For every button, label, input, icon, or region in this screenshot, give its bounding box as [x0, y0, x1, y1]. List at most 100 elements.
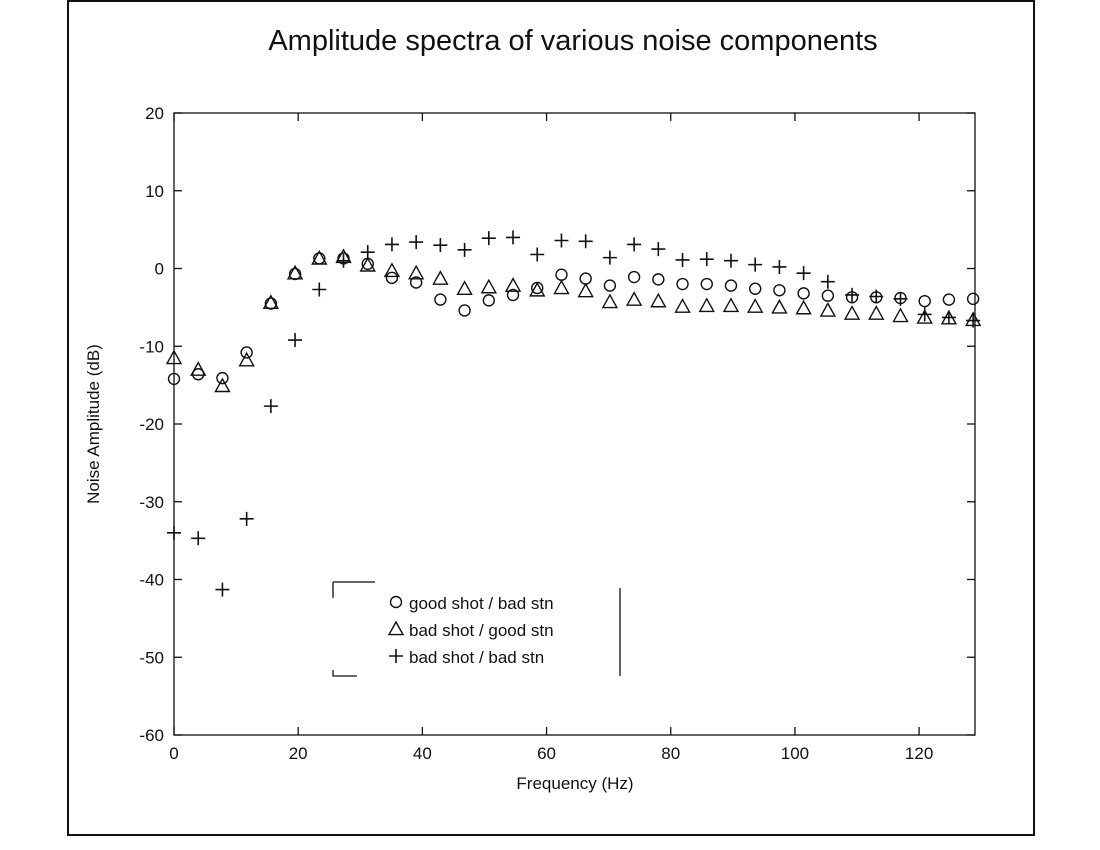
triangle-point	[698, 297, 715, 313]
circle-point	[385, 271, 399, 285]
x-tick-label: 80	[661, 744, 680, 763]
triangle-point	[674, 298, 691, 313]
y-tick-label: 0	[155, 260, 164, 279]
circle-point	[821, 289, 835, 302]
triangle-point	[843, 305, 861, 320]
plus-point	[602, 250, 617, 265]
legend-circle-icon	[389, 595, 403, 609]
plus-point	[263, 399, 278, 414]
plus-point	[384, 237, 399, 252]
plot-border	[173, 112, 976, 736]
circle-point	[676, 277, 689, 291]
circle-point	[579, 272, 592, 285]
plus-point	[457, 242, 472, 257]
plus-point	[772, 259, 787, 274]
plus-point	[893, 291, 908, 306]
x-tick-label: 120	[905, 744, 933, 763]
x-tick-label: 40	[413, 744, 432, 763]
plus-point	[699, 252, 714, 267]
triangle-point	[577, 282, 594, 298]
legend-plus-icon	[389, 649, 403, 663]
triangle-point	[311, 249, 328, 265]
triangle-point	[190, 361, 207, 376]
legend-label: bad shot / good stn	[409, 621, 554, 640]
legend-triangle-icon	[387, 620, 405, 636]
plus-point	[215, 582, 230, 597]
plus-point	[336, 253, 351, 268]
plus-point	[941, 310, 956, 325]
circle-point	[942, 293, 956, 306]
triangle-point	[359, 256, 376, 272]
triangle-point	[722, 297, 740, 313]
y-tick-label: -30	[139, 493, 164, 512]
legend: good shot / bad stn bad shot / good stn ba…	[332, 581, 621, 677]
y-tick-label: -20	[139, 415, 164, 434]
series-triangle	[165, 248, 982, 393]
circle-point	[216, 371, 229, 385]
plus-point	[167, 525, 181, 540]
triangle-point	[262, 294, 280, 310]
triangle-point	[504, 277, 522, 292]
triangle-point	[819, 302, 837, 317]
circle-point	[192, 368, 205, 381]
triangle-point	[795, 299, 812, 315]
y-tick-label: 20	[145, 104, 164, 123]
triangle-point	[868, 305, 885, 320]
circle-point	[434, 293, 447, 306]
x-tick-label: 20	[289, 744, 308, 763]
triangle-point	[650, 292, 667, 308]
plus-point	[796, 266, 811, 281]
legend-corner-bottom	[332, 670, 357, 677]
plus-point	[409, 235, 424, 250]
legend-label: good shot / bad stn	[409, 594, 554, 613]
circle-point	[773, 284, 786, 297]
series-plus	[167, 230, 981, 597]
plus-point	[723, 253, 738, 268]
plus-point	[433, 238, 448, 253]
triangle-point	[432, 270, 449, 285]
triangle-point	[214, 377, 231, 393]
plus-point	[191, 531, 206, 546]
triangle-point	[916, 309, 933, 324]
circle-point	[966, 292, 980, 306]
circle-point	[555, 268, 568, 281]
plus-point	[627, 237, 642, 252]
plus-point	[239, 511, 254, 526]
circle-point	[797, 287, 810, 300]
plus-point	[554, 233, 569, 248]
triangle-point	[625, 291, 643, 306]
triangle-point	[601, 293, 619, 309]
plus-point	[651, 242, 666, 257]
triangle-point	[747, 298, 764, 313]
circle-point	[361, 257, 374, 271]
plus-point	[869, 289, 884, 304]
triangle-point	[286, 264, 304, 280]
circle-point	[700, 277, 713, 291]
circle-point	[482, 294, 496, 307]
plus-point	[917, 307, 932, 322]
plus-point	[748, 257, 763, 272]
plus-point	[578, 234, 593, 249]
triangle-point	[238, 351, 255, 367]
plus-point	[360, 245, 375, 260]
circle-point	[748, 282, 762, 295]
triangle-point	[771, 298, 788, 314]
triangle-point	[407, 264, 425, 280]
triangle-point	[456, 280, 473, 296]
y-tick-label: -50	[139, 648, 164, 667]
circle-point	[506, 288, 520, 302]
triangle-point	[480, 278, 498, 294]
circle-point	[724, 279, 738, 292]
data-marks	[165, 230, 982, 597]
x-tick-label: 60	[537, 744, 556, 763]
chart-frame	[67, 0, 1035, 836]
plus-point	[312, 282, 327, 297]
circle-point	[652, 273, 665, 286]
plus-point	[966, 313, 981, 328]
y-tick-label: -10	[139, 337, 164, 356]
triangle-point	[553, 279, 570, 295]
circle-point	[167, 372, 181, 386]
x-axis-title: Frequency (Hz)	[516, 774, 633, 793]
x-tick-label: 100	[781, 744, 809, 763]
legend-label: bad shot / bad stn	[409, 648, 544, 667]
